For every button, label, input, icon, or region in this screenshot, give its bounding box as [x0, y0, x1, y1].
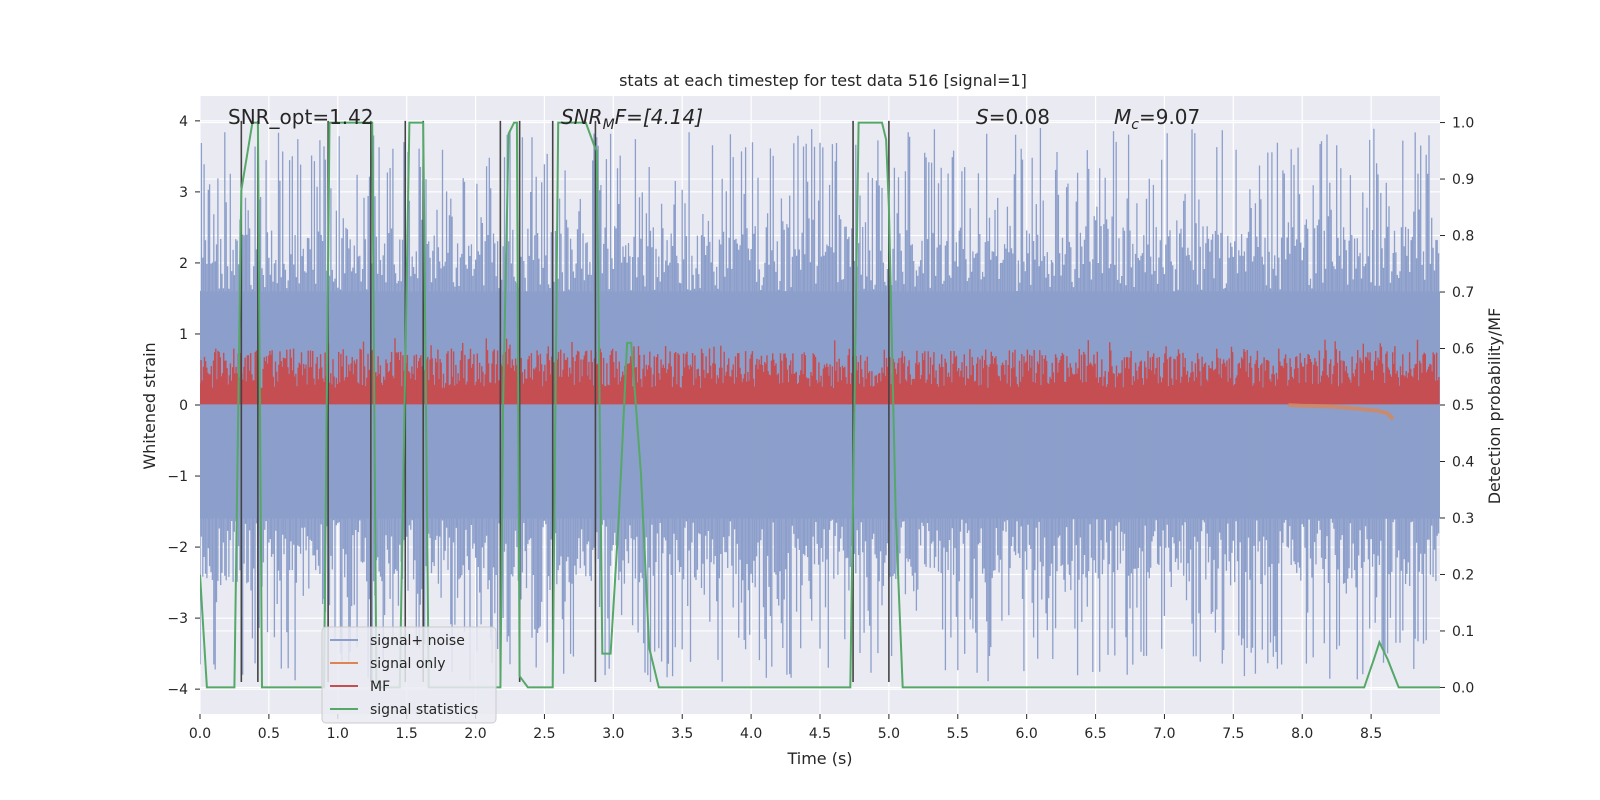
legend-label-signal: signal only: [370, 656, 445, 672]
signal-statistics-series: [200, 121, 1440, 689]
x-tick-label: 6.5: [1084, 726, 1106, 742]
y-left-tick-label: 0: [179, 398, 188, 414]
x-tick-label: 0.0: [189, 726, 211, 742]
y-right-tick-label: 0.7: [1452, 285, 1474, 301]
legend-label-noise: signal+ noise: [370, 633, 465, 649]
y-left-tick-label: −2: [167, 540, 188, 556]
x-tick-label: 6.0: [1016, 726, 1038, 742]
y-right-tick-label: 0.2: [1452, 567, 1474, 583]
legend: signal+ noise signal only MF signal stat…: [321, 626, 497, 724]
x-tick-label: 3.0: [602, 726, 624, 742]
legend-box: [321, 626, 497, 724]
x-tick-label: 8.0: [1291, 726, 1313, 742]
y-right-axis-ticks: 0.0 0.1 0.2 0.3 0.4 0.5 0.6 0.7 0.8 0.9 1.0: [1440, 116, 1474, 696]
signal-only-line: [1288, 403, 1395, 421]
y-left-axis-label: Whitened strain: [140, 342, 159, 469]
x-tick-label: 5.5: [947, 726, 969, 742]
y-right-tick-label: 0.5: [1452, 398, 1474, 414]
y-right-tick-label: 0.1: [1452, 624, 1474, 640]
x-axis-label: Time (s): [786, 749, 852, 768]
x-tick-label: 0.5: [258, 726, 280, 742]
x-tick-label: 4.5: [809, 726, 831, 742]
y-right-tick-label: 0.8: [1452, 229, 1474, 245]
y-right-tick-label: 0.0: [1452, 680, 1474, 696]
y-right-tick-label: 0.9: [1452, 172, 1474, 188]
x-tick-label: 4.0: [740, 726, 762, 742]
x-tick-label: 8.5: [1360, 726, 1382, 742]
x-tick-label: 1.5: [396, 726, 418, 742]
signal-statistics-line: [200, 121, 1440, 689]
annotation-mc: Mc=9.07: [1114, 105, 1200, 133]
y-right-tick-label: 0.4: [1452, 454, 1474, 470]
y-left-axis-ticks: −4 −3 −2 −1 0 1 2 3 4: [167, 114, 200, 698]
x-tick-label: 7.5: [1222, 726, 1244, 742]
x-tick-label: 2.0: [464, 726, 486, 742]
y-right-axis-label: Detection probability/MF: [1485, 308, 1504, 505]
y-right-tick-label: 0.3: [1452, 511, 1474, 527]
y-right-tick-label: 1.0: [1452, 116, 1474, 132]
x-tick-label: 2.5: [533, 726, 555, 742]
annotation-s: S=0.08: [976, 105, 1050, 129]
y-left-tick-label: −4: [167, 682, 188, 698]
y-left-tick-label: 3: [179, 185, 188, 201]
annotation-snr-opt: SNR_opt=1.42: [228, 105, 374, 129]
annotation-snr-mf: SNRMF=[4.14]: [561, 105, 703, 133]
y-right-tick-label: 0.6: [1452, 342, 1474, 358]
y-left-tick-label: 2: [179, 256, 188, 272]
legend-label-mf: MF: [370, 679, 390, 695]
y-left-tick-label: 4: [179, 114, 188, 130]
x-tick-label: 3.5: [671, 726, 693, 742]
y-left-tick-label: 1: [179, 327, 188, 343]
y-left-tick-label: −1: [167, 469, 188, 485]
x-tick-label: 1.0: [327, 726, 349, 742]
x-tick-label: 5.0: [878, 726, 900, 742]
signal-only-series: [1288, 403, 1395, 421]
x-tick-label: 7.0: [1153, 726, 1175, 742]
legend-label-stat: signal statistics: [370, 702, 478, 718]
x-axis-ticks: 0.0 0.5 1.0 1.5 2.0 2.5 3.0 3.5 4.0 4.5 5.0 5.5 6.0 6…: [189, 714, 1382, 742]
y-left-tick-label: −3: [167, 611, 188, 627]
chart-title: stats at each timestep for test data 516…: [619, 71, 1027, 90]
